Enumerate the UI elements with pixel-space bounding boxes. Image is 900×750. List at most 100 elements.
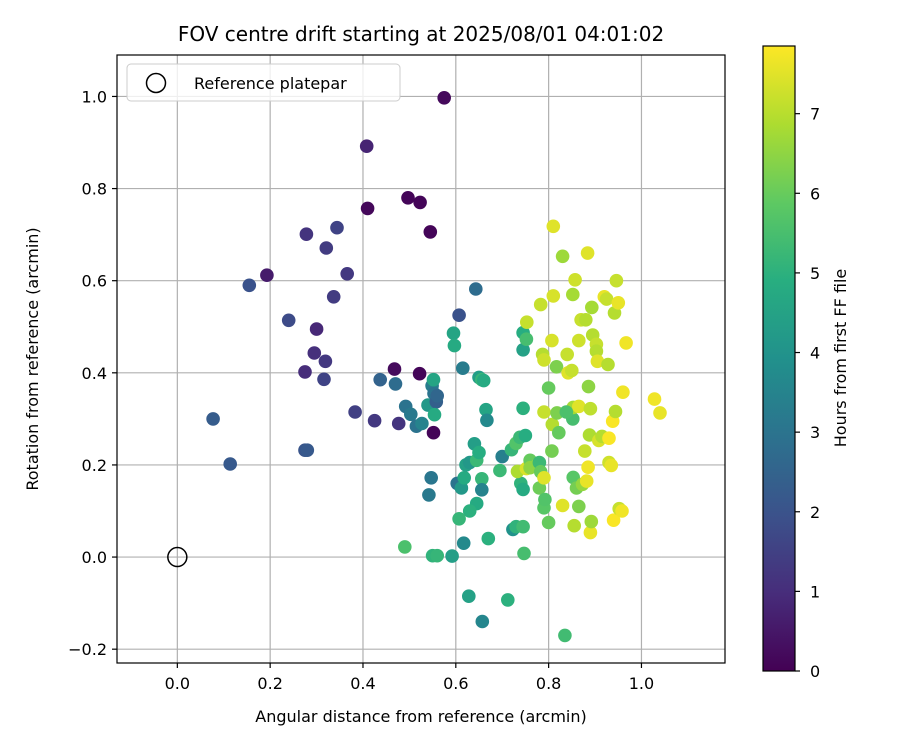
scatter-point [599, 292, 614, 306]
scatter-point [541, 515, 556, 530]
legend: Reference platepar [126, 63, 401, 102]
scatter-point [549, 360, 564, 374]
colorbar-tick-label: 0 [810, 662, 820, 681]
scatter-point [427, 407, 442, 422]
colorbar-tick-label: 2 [810, 503, 820, 522]
scatter-point [615, 504, 629, 518]
scatter-point [585, 300, 599, 315]
scatter-point [348, 405, 362, 419]
legend-label-reference: Reference platepar [194, 74, 347, 93]
scatter-point [415, 416, 429, 431]
scatter-point [456, 361, 470, 376]
scatter-point [330, 220, 344, 235]
colorbar-gradient [763, 46, 795, 671]
scatter-point [242, 278, 257, 293]
scatter-point [469, 282, 483, 296]
y-tick-label: 0.8 [82, 180, 107, 199]
scatter-point [430, 548, 445, 563]
scatter-point [590, 354, 605, 369]
scatter-point [601, 357, 615, 372]
scatter-point [545, 444, 559, 458]
colorbar: 0 1 2 3 4 5 6 7 Hours from first FF file [762, 45, 850, 681]
scatter-point [452, 512, 466, 526]
x-tick-label: 1.0 [629, 674, 654, 693]
scatter-point [447, 338, 462, 353]
scatter-point [495, 449, 510, 464]
scatter-point [388, 377, 403, 391]
scatter-point [456, 536, 471, 550]
scatter-point [581, 460, 595, 475]
scatter-point [546, 289, 561, 303]
scatter-point [387, 362, 402, 376]
scatter-point [552, 425, 566, 440]
scatter-point [584, 514, 599, 529]
scatter-point [579, 474, 594, 488]
scatter-point [580, 246, 595, 260]
scatter-point [437, 91, 452, 105]
scatter-point [541, 381, 556, 395]
scatter-point [424, 471, 439, 485]
scatter-point [223, 457, 237, 471]
y-tick-label: 0.2 [82, 456, 107, 475]
scatter-point [476, 373, 491, 388]
x-tick-label: 0.0 [165, 674, 190, 693]
reference-layer [167, 546, 188, 568]
scatter-point [475, 472, 489, 486]
scatter-point [472, 445, 486, 460]
scatter-point [572, 399, 586, 414]
scatter-point [404, 407, 418, 422]
chart-title: FOV centre drift starting at 2025/08/01 … [178, 22, 664, 46]
scatter-point [647, 392, 662, 406]
scatter-point [653, 406, 667, 420]
scatter-point [516, 482, 530, 497]
scatter-point [457, 471, 472, 485]
scatter-point [398, 540, 412, 554]
scatter-point [413, 195, 427, 210]
scatter-point [430, 389, 445, 403]
scatter-point [537, 471, 551, 485]
scatter-point [519, 332, 534, 347]
scatter-point [545, 333, 559, 348]
scatter-point [546, 219, 561, 234]
scatter-point [555, 249, 570, 264]
colorbar-frame [762, 45, 796, 672]
x-tick-label: 0.4 [350, 674, 375, 693]
scatter-point [567, 518, 581, 533]
x-axis-label: Angular distance from reference (arcmin) [255, 707, 586, 726]
scatter-point [317, 372, 331, 387]
x-tick-label: 0.2 [257, 674, 282, 693]
scatter-point [319, 241, 334, 255]
scatter-point [462, 589, 476, 603]
scatter-point [475, 483, 489, 497]
scatter-point [326, 290, 341, 304]
plot-frame [116, 54, 726, 664]
scatter-point [608, 404, 623, 419]
y-tick-label: 0.6 [82, 272, 107, 291]
scatter-point [501, 593, 515, 607]
x-tick-label: 0.8 [536, 674, 561, 693]
colorbar-tick-label: 4 [810, 344, 820, 363]
y-tick-label: 1.0 [82, 87, 107, 106]
scatter-point [481, 531, 496, 546]
scatter-point [572, 499, 586, 514]
y-tick-label: 0.0 [82, 548, 107, 567]
scatter-point [516, 343, 530, 357]
scatter-point [517, 546, 531, 561]
scatter-point [367, 413, 382, 428]
scatter-point [572, 333, 586, 348]
colorbar-ticks: 0 1 2 3 4 5 6 7 [795, 105, 820, 681]
scatter-point [558, 628, 572, 643]
colorbar-tick-label: 6 [810, 184, 820, 203]
scatter-point [533, 297, 548, 312]
scatter-point [260, 268, 274, 283]
scatter-point [609, 273, 624, 288]
colorbar-tick-label: 1 [810, 582, 820, 601]
scatter-point [475, 614, 490, 629]
scatter-point [360, 201, 375, 216]
grid [117, 55, 725, 663]
scatter-point [611, 296, 626, 310]
scatter-point [579, 313, 593, 327]
scatter-point [206, 412, 220, 426]
scatter-point [318, 354, 333, 369]
scatter-point [298, 365, 312, 379]
